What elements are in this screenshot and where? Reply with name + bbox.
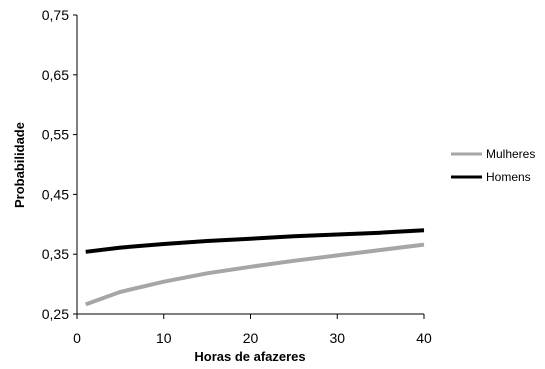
legend-label-homens: Homens: [486, 170, 531, 184]
y-ticks: 0,25 0,35 0,45 0,55 0,65 0,75: [42, 7, 77, 322]
x-tick-label: 0: [73, 330, 81, 346]
y-tick-label: 0,55: [42, 127, 69, 143]
x-ticks: 0 10 20 30 40: [73, 314, 432, 346]
legend-label-mulheres: Mulheres: [486, 147, 535, 161]
series-lines: [85, 228, 425, 307]
y-axis-title: Probabilidade: [12, 122, 27, 208]
legend: Mulheres Homens: [451, 147, 535, 184]
x-tick-label: 40: [416, 330, 432, 346]
x-tick-label: 10: [156, 330, 172, 346]
y-tick-label: 0,75: [42, 7, 69, 23]
y-tick-label: 0,25: [42, 306, 69, 322]
series-line-mulheres: [85, 242, 425, 307]
x-axis-title: Horas de afazeres: [194, 349, 305, 364]
series-line-homens: [85, 228, 425, 254]
y-tick-label: 0,45: [42, 186, 69, 202]
y-tick-label: 0,35: [42, 246, 69, 262]
x-tick-label: 20: [243, 330, 259, 346]
y-tick-label: 0,65: [42, 67, 69, 83]
x-tick-label: 30: [329, 330, 345, 346]
